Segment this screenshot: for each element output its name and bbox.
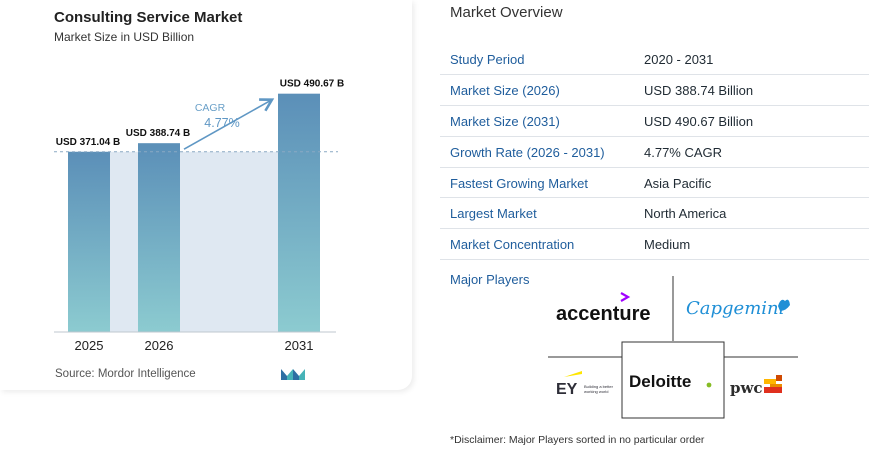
table-row: Market Concentration Medium — [440, 229, 869, 261]
market-overview-title: Market Overview — [450, 4, 563, 21]
capgemini-logo: Capgemini — [686, 298, 790, 319]
svg-text:working world: working world — [584, 389, 608, 394]
row-key: Market Size (2031) — [450, 113, 560, 129]
bar-2031 — [278, 93, 320, 333]
table-row: Fastest Growing Market Asia Pacific — [440, 168, 869, 199]
row-value: Medium — [644, 237, 691, 253]
cagr-arrow — [183, 98, 275, 150]
row-key: Study Period — [450, 52, 525, 67]
chart-title: Consulting Service Market — [54, 9, 243, 26]
row-key: Market Concentration — [450, 237, 575, 253]
mordor-intelligence-logo — [281, 369, 305, 380]
svg-text:Building a better: Building a better — [584, 384, 614, 389]
row-value: USD 490.67 Billion — [644, 113, 754, 129]
table-row: Market Size (2026) USD 388.74 Billion — [440, 75, 869, 106]
table-row: Market Size (2031) USD 490.67 Billion — [440, 106, 869, 137]
row-value: North America — [644, 206, 727, 222]
chart-card: Consulting Service Market Market Size in… — [0, 0, 412, 390]
major-players-label: Major Players — [450, 272, 530, 287]
bar-2025 — [68, 151, 110, 332]
row-value: 4.77% CAGR — [644, 144, 723, 160]
x-tick-label: 2026 — [145, 338, 174, 353]
row-key: Market Size (2026) — [450, 82, 560, 98]
table-row: Study Period 2020 - 2031 — [440, 44, 869, 75]
deloitte-frame — [621, 341, 725, 419]
data-label: USD 371.04 B — [56, 137, 120, 148]
row-key: Fastest Growing Market — [450, 175, 588, 191]
row-key: Largest Market — [450, 206, 537, 222]
svg-text:Deloitte: Deloitte — [629, 372, 691, 391]
major-players-logos: accenture Capgemini EY Building a better… — [548, 276, 798, 419]
cagr-label: CAGR — [195, 102, 226, 114]
ey-logo: EY Building a better working world — [556, 371, 614, 398]
svg-text:EY: EY — [556, 381, 578, 398]
source-note: Source: Mordor Intelligence — [55, 368, 196, 380]
svg-text:accenture: accenture — [556, 303, 651, 325]
table-row: Growth Rate (2026 - 2031) 4.77% CAGR — [440, 137, 869, 168]
ey-beam-icon — [564, 371, 582, 377]
row-value: Asia Pacific — [644, 175, 712, 191]
data-label: USD 388.74 B — [126, 128, 190, 139]
row-value: 2020 - 2031 — [644, 52, 714, 67]
accenture-logo: accenture — [556, 292, 651, 325]
chart-subtitle: Market Size in USD Billion — [54, 30, 195, 44]
spade-icon — [778, 299, 790, 311]
data-label: USD 490.67 B — [280, 79, 344, 90]
deloitte-dot-icon — [706, 382, 712, 388]
svg-text:Capgemini: Capgemini — [686, 298, 784, 319]
table-row: Largest Market North America — [440, 198, 869, 230]
x-tick-label: 2031 — [285, 338, 314, 353]
bar-chart: USD 371.04 B USD 388.74 B USD 490.67 B 2025… — [54, 79, 344, 353]
disclaimer-note: *Disclaimer: Major Players sorted in no … — [450, 434, 705, 446]
deloitte-logo: Deloitte — [629, 372, 712, 391]
cagr-value: 4.77% — [204, 116, 239, 130]
svg-text:pwc: pwc — [730, 379, 763, 397]
row-key: Growth Rate (2026 - 2031) — [450, 144, 605, 160]
pwc-logo: pwc — [730, 375, 782, 397]
overview-table: Study Period 2020 - 2031 Market Size (20… — [440, 44, 869, 261]
row-value: USD 388.74 Billion — [644, 82, 754, 98]
bar-2026 — [138, 143, 180, 332]
x-tick-label: 2025 — [75, 338, 104, 353]
